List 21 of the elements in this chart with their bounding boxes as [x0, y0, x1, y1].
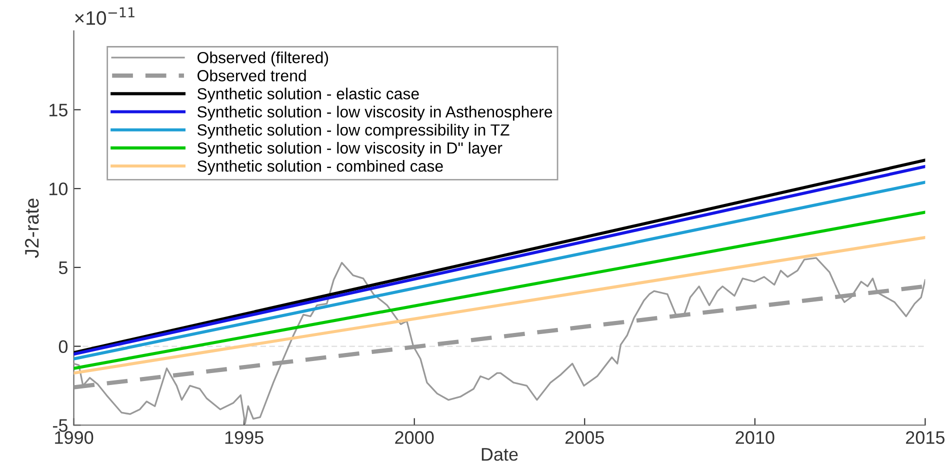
y-tick-label: 10	[50, 182, 68, 196]
y-tick-label: -5	[52, 419, 68, 432]
x-tick-label: 1990	[55, 431, 94, 444]
y-tick-label: 15	[50, 104, 68, 116]
legend-label: Synthetic solution - combined case	[197, 160, 443, 175]
y-tick-label: 5	[58, 262, 68, 274]
x-tick-label: 2015	[906, 431, 945, 444]
x-tick-label: 2000	[395, 431, 434, 444]
x-tick-label: 2005	[565, 431, 604, 444]
legend-label: Synthetic solution - low viscosity in Asthenosphere	[197, 106, 552, 121]
legend-label: Synthetic solution - low compressibility in TZ	[197, 124, 510, 139]
legend-label: Synthetic solution - low viscosity in D" layer	[197, 142, 502, 157]
y-tick-label: 0	[58, 340, 68, 353]
x-axis-title: Date	[482, 448, 518, 461]
x-tick-label: 2010	[736, 431, 774, 444]
x-tick-label: 1995	[225, 431, 264, 444]
y-axis-title: J2-rate	[24, 198, 39, 258]
legend-label: Synthetic solution - elastic case	[197, 88, 419, 103]
text: ×10$^{−11}$	[75, 7, 134, 25]
legend-label: Observed trend	[198, 70, 306, 82]
legend-label: Observed (filtered)	[198, 52, 328, 66]
